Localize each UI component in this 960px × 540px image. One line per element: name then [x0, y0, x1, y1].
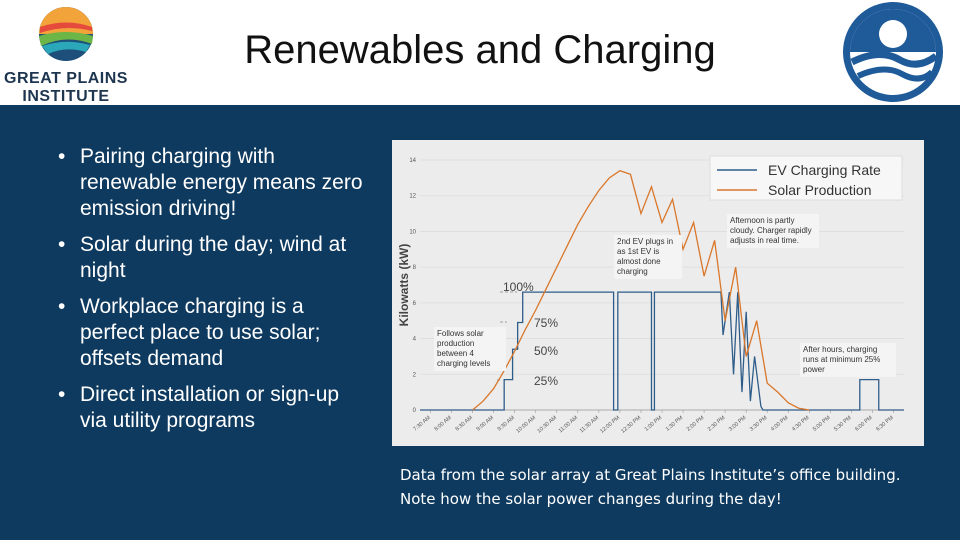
series-line — [420, 291, 904, 411]
y-tick-label: 6 — [413, 301, 417, 307]
slide-title: Renewables and Charging — [244, 28, 716, 72]
y-axis-label: Kilowatts (kW) — [397, 244, 411, 327]
gpi-logo — [39, 7, 93, 61]
y-tick-label: 0 — [413, 408, 417, 414]
annotation: 25% — [534, 374, 559, 388]
bullet: Direct installation or sign-up via utili… — [58, 382, 368, 434]
annotation: 75% — [534, 316, 559, 330]
annotation: 50% — [534, 344, 559, 358]
annotation: 2nd EV plugs in as 1st EV is almost done… — [614, 235, 682, 279]
y-tick-label: 10 — [409, 229, 416, 235]
legend-box — [709, 155, 903, 201]
y-tick-label: 12 — [409, 194, 416, 200]
legend-label: EV Charging Rate — [768, 162, 881, 178]
logo-line: GREAT PLAINS — [4, 70, 128, 87]
bullet-list: Pairing charging with renewable energy m… — [58, 144, 368, 444]
bullet: Pairing charging with renewable energy m… — [58, 144, 368, 222]
logo-line: INSTITUTE — [22, 88, 110, 105]
annotation: Afternoon is partly cloudy. Charger rapi… — [727, 214, 819, 248]
caption: Data from the solar array at Great Plain… — [400, 466, 901, 508]
bullet: Solar during the day; wind at night — [58, 232, 368, 284]
annotation: 100% — [503, 280, 534, 294]
y-tick-label: 2 — [413, 372, 417, 378]
legend-label: Solar Production — [768, 182, 872, 198]
annotation: Follows solar production between 4 charg… — [434, 327, 506, 371]
logo-text: GREAT PLAINS INSTITUTE — [0, 70, 132, 106]
y-tick-label: 4 — [413, 337, 417, 343]
partner-logo — [843, 2, 943, 102]
header-band — [0, 0, 960, 105]
annotation: After hours, charging runs at minimum 25… — [800, 343, 896, 377]
series-line — [472, 169, 810, 411]
bullet: Workplace charging is a perfect place to… — [58, 294, 368, 372]
y-tick-label: 8 — [413, 265, 417, 271]
y-tick-label: 14 — [409, 158, 416, 164]
